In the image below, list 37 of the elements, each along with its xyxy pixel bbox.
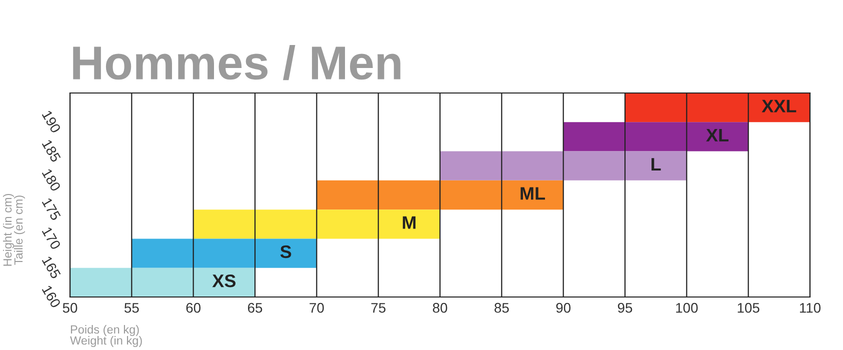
- bar: [563, 122, 748, 152]
- annotation: L: [652, 158, 661, 171]
- y-tick-label: 190: [42, 110, 62, 134]
- y-axis-title: Height (in cm) Taille (en cm): [2, 194, 25, 266]
- annotation: S: [280, 245, 292, 258]
- x-axis-title: Poids (en kg) Weight (in kg): [70, 324, 142, 348]
- bar: [132, 238, 317, 268]
- bar: [193, 210, 440, 239]
- y-tick-label: 170: [42, 226, 62, 250]
- x-tick-label: 105: [738, 302, 760, 313]
- annotation: XXL: [762, 100, 796, 112]
- bar: [70, 268, 255, 297]
- annotation: M: [402, 216, 416, 229]
- x-tick-label: 70: [310, 302, 324, 313]
- y-tick-label: 165: [42, 256, 62, 280]
- bar: [440, 151, 687, 180]
- x-tick-label: 110: [800, 302, 821, 313]
- y-tick-label: 175: [42, 197, 61, 221]
- annotation: XL: [706, 128, 728, 142]
- x-tick-label: 95: [618, 302, 632, 313]
- x-tick-label: 85: [494, 302, 509, 313]
- annotation: ML: [520, 187, 545, 200]
- x-tick-label: 75: [371, 303, 386, 313]
- x-tick-label: 50: [62, 302, 78, 313]
- x-tick-label: 65: [248, 302, 262, 313]
- x-tick-label: 55: [124, 303, 139, 313]
- chart-title: Hommes / Men: [73, 44, 400, 80]
- x-tick-label: 100: [676, 302, 698, 313]
- y-tick-label: 160: [42, 284, 62, 308]
- x-tick-label: 60: [186, 302, 201, 313]
- bar: [316, 180, 564, 210]
- bar: [625, 93, 810, 122]
- y-tick-label: 180: [42, 168, 62, 192]
- x-tick-label: 90: [556, 302, 571, 313]
- annotation: XS: [212, 274, 236, 288]
- x-tick-label: 80: [432, 302, 448, 313]
- y-tick-label: 185: [42, 139, 62, 163]
